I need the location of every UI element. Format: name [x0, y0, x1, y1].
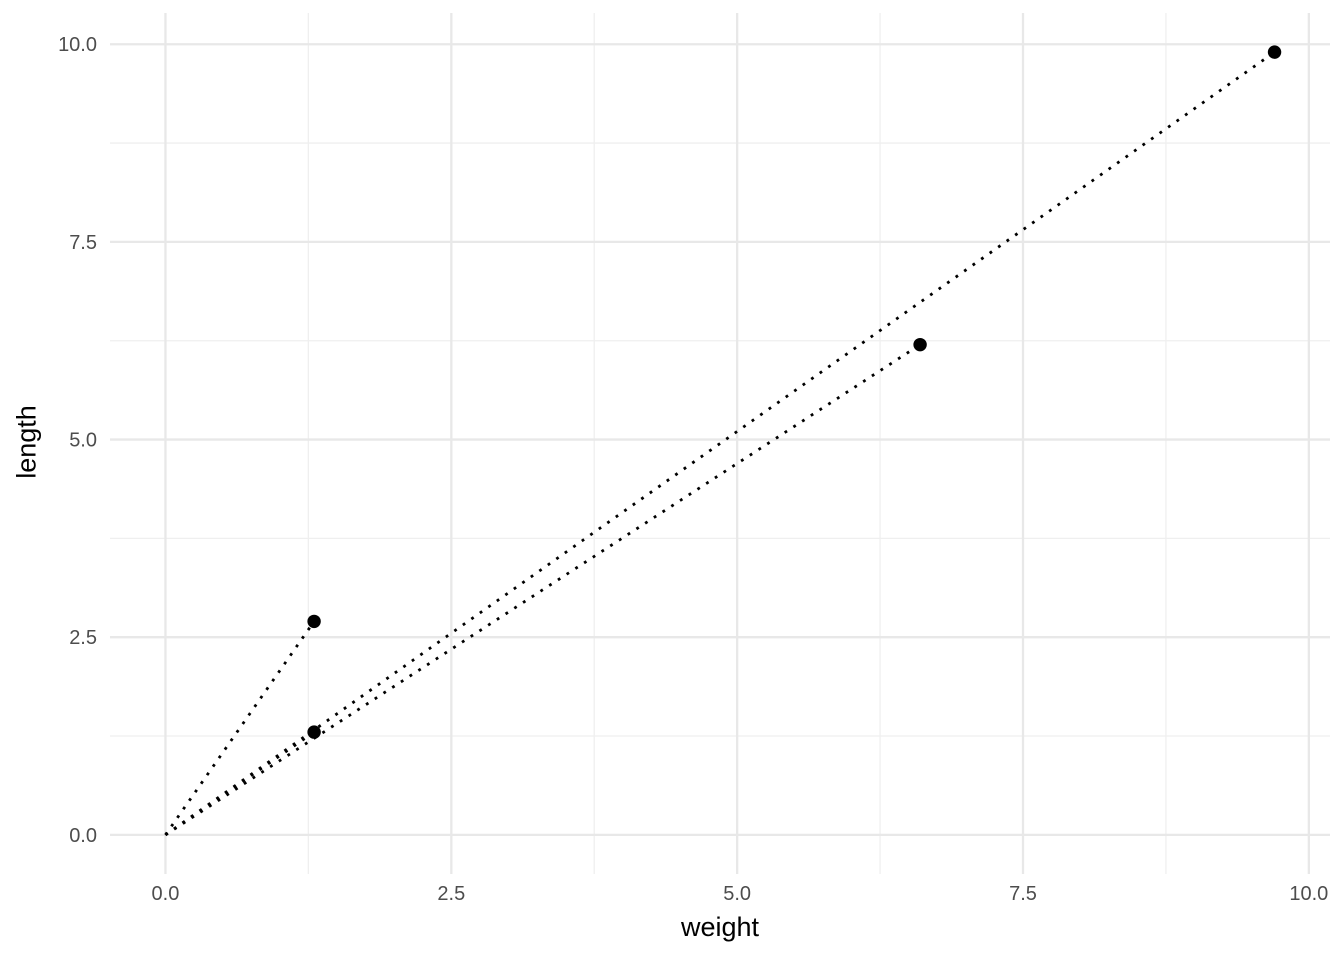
x-tick-label: 5.0: [723, 883, 751, 905]
origin-ray-segment: [164, 620, 316, 836]
x-tick-label: 10.0: [1289, 883, 1328, 905]
y-tick-label: 2.5: [69, 627, 97, 649]
y-tick-label: 7.5: [69, 232, 97, 254]
data-point: [307, 725, 321, 739]
data-point: [1267, 45, 1282, 59]
y-tick-label: 5.0: [69, 430, 97, 452]
x-tick-label: 2.5: [437, 883, 465, 905]
x-tick-label: 0.0: [152, 883, 180, 905]
data-point: [913, 337, 927, 352]
x-axis-title: weight: [680, 912, 760, 942]
y-tick-label: 0.0: [69, 825, 97, 847]
y-axis-title: length: [11, 405, 42, 479]
x-tick-label: 7.5: [1009, 883, 1037, 905]
y-tick-label: 10.0: [58, 34, 97, 56]
origin-ray-segment: [164, 343, 921, 837]
origin-ray-segment: [164, 730, 315, 837]
data-point: [307, 614, 321, 629]
origin-ray-segment: [164, 50, 1276, 837]
